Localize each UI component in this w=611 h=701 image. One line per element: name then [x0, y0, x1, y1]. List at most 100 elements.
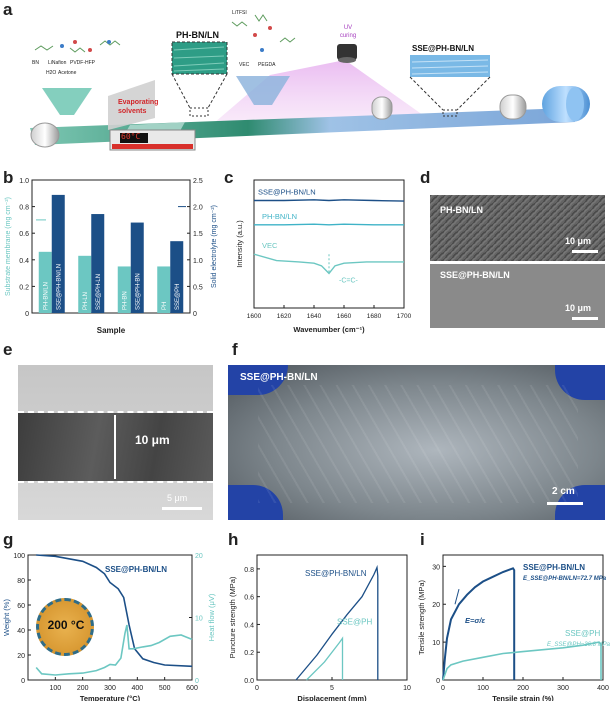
- i-ytick-label: 30: [432, 564, 440, 571]
- i-slope-mark: [454, 588, 460, 605]
- uv-curing-text: UV curing: [339, 25, 357, 39]
- material-pvdf-hfp: PVDF-HFP: [70, 60, 95, 66]
- sem-bottom-scale-text: 10 μm: [565, 303, 592, 313]
- b-bar-substrate: [157, 266, 171, 313]
- g-series-line: [35, 624, 193, 676]
- i-xtick-label: 400: [597, 685, 609, 692]
- panel-b-bar-chart: 0 0.2 0.4 0.6 0.8 1.0 0 0.5 1.0 1.5 2.0 2.5 PH-BN/LN…: [5, 178, 218, 335]
- b-bar-electrolyte-label: SSE@PH-BN/LN: [56, 264, 62, 310]
- c-xtick-label: 1700: [397, 313, 412, 320]
- g-series-line: [36, 554, 193, 668]
- b-plot-frame: [31, 179, 191, 314]
- b-ylabel-right: Solid electrolyte (mg cm⁻²): [211, 205, 218, 288]
- b-bar-electrolyte-label: SSE@PH: [175, 284, 181, 310]
- c-annotation: -C=C-: [339, 277, 359, 284]
- b-ytick-right-label: 1.5: [193, 231, 203, 238]
- g-ytick-right-label: 20: [195, 553, 203, 560]
- beaker-1: [42, 88, 92, 115]
- h-series-line: [306, 636, 344, 681]
- thickness-label: 10 μm: [135, 433, 170, 447]
- c-xtick-label: 1620: [277, 313, 292, 320]
- b-bar-substrate-label: PH-BN: [122, 291, 128, 310]
- sem-top-scale-text: 10 μm: [565, 236, 592, 246]
- i-modulus-label: E_SSE@PH-BN/LN=72.7 MPa: [523, 576, 607, 582]
- b-bar-electrolyte-label: SSE@PH-LN: [96, 274, 102, 310]
- b-bar-electrolyte: [51, 194, 65, 313]
- material-acetone: Acetone: [58, 70, 77, 76]
- c-series-label: VEC: [262, 241, 278, 250]
- panel-h-puncture-chart: 0 5 10 0.0 0.2 0.4 0.6 0.8 SSE@PH-BN/LN SSE@PH Dis…: [228, 554, 411, 701]
- material-h2o: H2O: [46, 70, 57, 76]
- g-xtick-label: 600: [186, 685, 198, 692]
- panel-c-ftir-chart: 1600 1620 1640 1660 1680 1700 SSE@PH-BN/LN PH-B…: [235, 179, 412, 334]
- material-linafion: LiNafion: [48, 60, 67, 66]
- panel-a-schematic: [30, 14, 590, 151]
- i-series-line: [442, 641, 602, 681]
- c-ylabel: Intensity (a.u.): [235, 220, 244, 268]
- h-ytick-label: 0.4: [244, 622, 254, 629]
- b-bar-electrolyte: [91, 214, 105, 313]
- panel-i-label: i: [420, 530, 425, 549]
- h-series-label: SSE@PH-BN/LN: [305, 569, 367, 578]
- panel-e-label: e: [3, 340, 13, 359]
- b-bar-substrate-label: PH: [162, 302, 168, 310]
- intermediate-label: PH-BN/LN: [176, 30, 219, 40]
- g-xtick-label: 500: [159, 685, 171, 692]
- cross-section-scale-bar: [162, 507, 202, 510]
- i-ytick-label: 0: [436, 678, 440, 685]
- evaporating-solvents-text: Evaporating solvents: [118, 99, 159, 115]
- inset-temperature: 200 °C: [47, 618, 85, 632]
- i-ytick-label: 10: [432, 640, 440, 647]
- h-xtick-label: 10: [403, 685, 411, 692]
- c-series-label: SSE@PH-BN/LN: [258, 187, 316, 196]
- g-ytick-left-label: 60: [17, 603, 25, 610]
- g-ytick-left-label: 40: [17, 628, 25, 635]
- sem-bottom-scale-bar: [572, 317, 598, 320]
- g-ytick-left-label: 20: [17, 653, 25, 660]
- c-series-line: [253, 253, 404, 275]
- additive-pegda: PEGDA: [258, 62, 276, 68]
- i-ylabel: Tensile strength (MPa): [417, 579, 426, 655]
- h-ylabel: Puncture strength (MPa): [228, 576, 237, 658]
- membrane-photo-title: SSE@PH-BN/LN: [240, 372, 318, 383]
- cross-section-scale-text: 5 μm: [167, 493, 188, 503]
- b-ytick-right-label: 2.5: [193, 178, 203, 185]
- g-ylabel-left: Weight (%): [2, 599, 11, 636]
- b-ytick-left-label: 0.6: [19, 231, 29, 238]
- panel-d-label: d: [420, 168, 431, 187]
- inset-photo: [36, 598, 94, 656]
- panel-i-tensile-chart: 0 100 200 300 400 0 10 20 30 SSE@PH-BN/LN E_SSE@PH…: [417, 554, 611, 701]
- additive-vec: VEC: [239, 62, 250, 68]
- g-xlabel: Temperature (°C): [80, 694, 141, 701]
- material-bn: BN: [32, 60, 39, 66]
- c-series-line: [254, 199, 405, 202]
- b-bar-substrate: [117, 266, 131, 313]
- c-series-line: [254, 223, 404, 226]
- i-xlabel: Tensile strain (%): [492, 694, 554, 701]
- beaker-2: [236, 76, 290, 105]
- g-ytick-right-label: 0: [195, 678, 199, 685]
- g-xtick-label: 200: [77, 685, 89, 692]
- c-xtick-label: 1640: [307, 313, 322, 320]
- sem-top-scale-bar: [572, 250, 598, 253]
- c-series-label: PH-BN/LN: [262, 212, 297, 221]
- left-roller: [30, 122, 60, 148]
- i-xtick-label: 300: [557, 685, 569, 692]
- panel-b-label: b: [3, 168, 14, 187]
- i-series-line: [442, 567, 516, 681]
- g-xtick-label: 300: [104, 685, 116, 692]
- i-xtick-label: 0: [441, 685, 445, 692]
- b-ytick-right-label: 2.0: [193, 205, 203, 212]
- c-plot-frame: [253, 179, 405, 309]
- product-label: SSE@PH-BN/LN: [412, 44, 475, 53]
- i-xtick-label: 200: [517, 685, 529, 692]
- membrane-photo-scale-bar: [547, 502, 583, 505]
- g-ytick-left-label: 0: [21, 678, 25, 685]
- i-modulus-label: E_SSE@PH=36.8 MPa: [547, 642, 611, 648]
- h-series-label: SSE@PH: [337, 617, 372, 626]
- membrane-photo-scale-text: 2 cm: [552, 486, 575, 497]
- g-ytick-right-label: 10: [195, 616, 203, 623]
- b-ytick-left-label: 0.2: [19, 284, 29, 291]
- c-xtick-label: 1600: [247, 313, 262, 320]
- b-ytick-right-label: 1.0: [193, 258, 203, 265]
